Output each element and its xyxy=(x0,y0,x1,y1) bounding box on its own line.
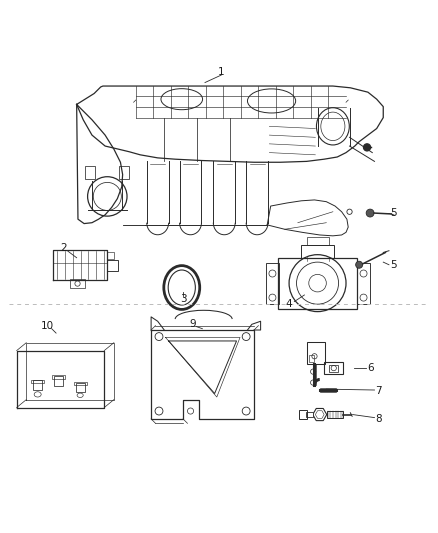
Bar xyxy=(119,166,129,179)
Bar xyxy=(266,263,279,304)
Bar xyxy=(33,381,42,390)
Text: 4: 4 xyxy=(286,298,293,309)
Text: 5: 5 xyxy=(390,260,397,270)
Circle shape xyxy=(364,144,371,151)
Bar xyxy=(107,260,118,271)
Text: 5: 5 xyxy=(390,208,397,218)
Bar xyxy=(70,279,85,288)
Text: 3: 3 xyxy=(180,294,187,304)
Circle shape xyxy=(366,209,374,217)
Text: 8: 8 xyxy=(375,414,382,424)
Bar xyxy=(306,412,313,417)
Bar xyxy=(278,258,357,309)
Text: 2: 2 xyxy=(60,243,67,253)
Text: 10: 10 xyxy=(41,321,54,330)
Circle shape xyxy=(356,261,363,268)
Bar xyxy=(107,252,114,259)
Bar xyxy=(307,342,325,364)
Bar xyxy=(329,365,338,372)
Bar xyxy=(52,375,65,378)
Bar xyxy=(301,245,334,258)
Text: 7: 7 xyxy=(375,386,382,397)
Bar xyxy=(85,166,95,179)
Bar xyxy=(307,237,328,245)
Bar xyxy=(309,354,314,361)
Text: 1: 1 xyxy=(218,68,225,77)
Bar xyxy=(54,376,63,386)
Bar xyxy=(327,411,343,418)
Text: 9: 9 xyxy=(189,319,196,329)
Bar xyxy=(324,362,343,374)
Bar xyxy=(357,263,370,304)
Bar xyxy=(299,410,307,419)
Bar xyxy=(31,379,44,383)
Bar xyxy=(74,382,87,385)
Text: 6: 6 xyxy=(367,363,374,373)
Bar xyxy=(76,383,85,392)
